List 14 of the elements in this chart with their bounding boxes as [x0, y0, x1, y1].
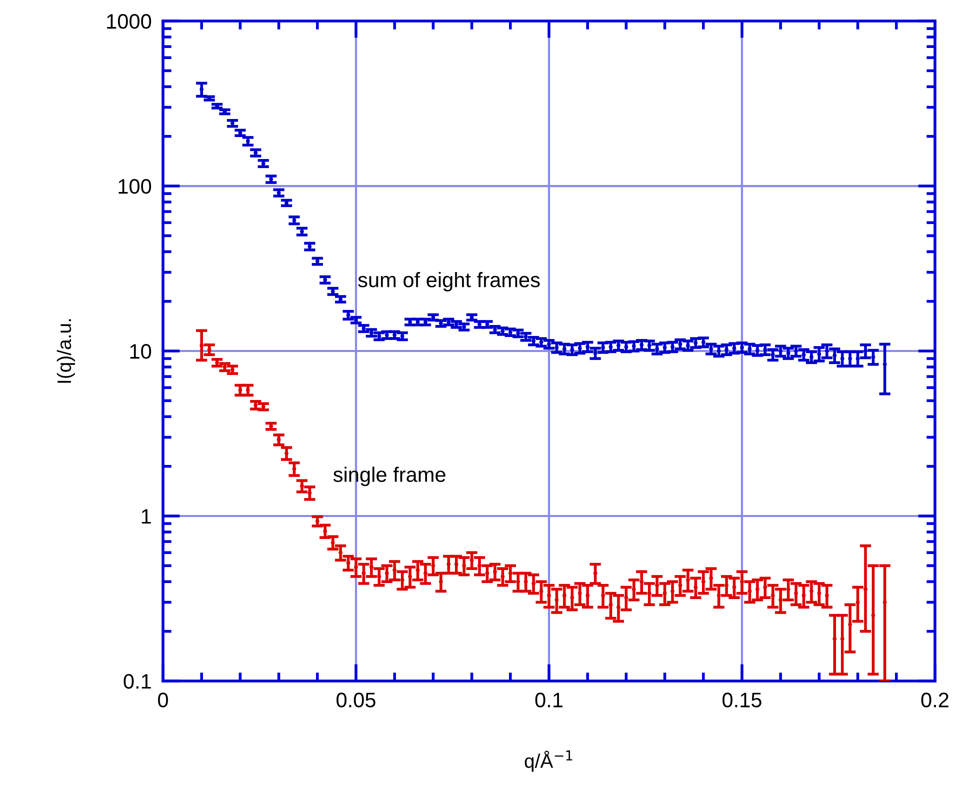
x-tick-label: 0.05: [336, 692, 376, 708]
y-tick-label: 100: [118, 179, 152, 194]
x-tick-label: 0.1: [535, 692, 562, 708]
y-axis-title: I(q)/a.u.: [56, 319, 75, 383]
x-tick-label: 0: [158, 692, 168, 708]
y-tick-label: 1: [142, 509, 151, 524]
x-tick-label: 0.15: [722, 692, 762, 708]
y-tick-label: 0.1: [124, 674, 151, 689]
x-tick-label: 0.2: [921, 692, 948, 708]
annotation: single frame: [333, 466, 446, 486]
y-tick-label: 1000: [107, 14, 152, 29]
y-tick-label: 10: [130, 344, 152, 359]
annotation: sum of eight frames: [358, 272, 540, 292]
x-axis-title: q/Å$^{−1}$: [524, 750, 572, 772]
